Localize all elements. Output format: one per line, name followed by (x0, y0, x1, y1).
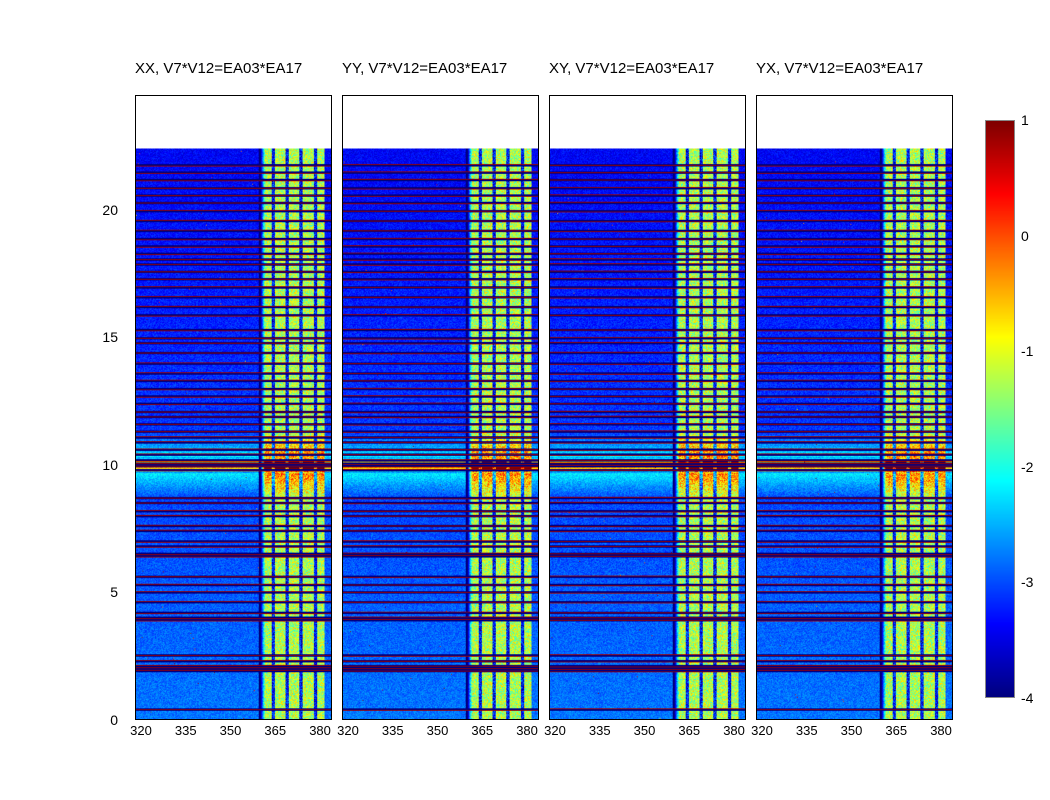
xtick-yx-335: 335 (796, 723, 818, 738)
xtick-yy-320: 320 (337, 723, 359, 738)
xtick-xx-365: 365 (264, 723, 286, 738)
colorbar-tick--4: -4 (1021, 690, 1033, 706)
xtick-xx-320: 320 (130, 723, 152, 738)
colorbar[interactable] (985, 120, 1015, 698)
waterfall-panel-xx[interactable] (135, 95, 332, 720)
panel-title-xy: XY, V7*V12=EA03*EA17 (549, 60, 714, 77)
colorbar-tick--2: -2 (1021, 459, 1033, 475)
ytick-10: 10 (88, 457, 118, 473)
xtick-xy-335: 335 (589, 723, 611, 738)
xtick-yx-320: 320 (751, 723, 773, 738)
colorbar-tick--1: -1 (1021, 343, 1033, 359)
ytick-20: 20 (88, 202, 118, 218)
xtick-yx-365: 365 (885, 723, 907, 738)
xtick-xy-320: 320 (544, 723, 566, 738)
waterfall-panel-yy[interactable] (342, 95, 539, 720)
xtick-xy-365: 365 (678, 723, 700, 738)
xtick-xx-380: 380 (309, 723, 331, 738)
waterfall-canvas-yx (757, 96, 952, 719)
xtick-yx-380: 380 (930, 723, 952, 738)
xtick-yx-350: 350 (841, 723, 863, 738)
panel-title-yx: YX, V7*V12=EA03*EA17 (756, 60, 923, 77)
ytick-5: 5 (88, 584, 118, 600)
waterfall-canvas-xx (136, 96, 331, 719)
ytick-15: 15 (88, 329, 118, 345)
xtick-yy-335: 335 (382, 723, 404, 738)
ytick-0: 0 (88, 712, 118, 728)
colorbar-tick--3: -3 (1021, 574, 1033, 590)
xtick-yy-365: 365 (471, 723, 493, 738)
panel-title-yy: YY, V7*V12=EA03*EA17 (342, 60, 507, 77)
xtick-xy-380: 380 (723, 723, 745, 738)
panel-title-xx: XX, V7*V12=EA03*EA17 (135, 60, 302, 77)
dynamic-spectrum-page: XX, V7*V12=EA03*EA17 320 335 350 365 380 0 5 10 1… (0, 0, 1050, 800)
waterfall-canvas-yy (343, 96, 538, 719)
colorbar-tick-1: 1 (1021, 112, 1029, 128)
xtick-xx-350: 350 (220, 723, 242, 738)
waterfall-panel-xy[interactable] (549, 95, 746, 720)
colorbar-tick-0: 0 (1021, 228, 1029, 244)
waterfall-panel-yx[interactable] (756, 95, 953, 720)
xtick-xx-335: 335 (175, 723, 197, 738)
xtick-xy-350: 350 (634, 723, 656, 738)
waterfall-canvas-xy (550, 96, 745, 719)
xtick-yy-380: 380 (516, 723, 538, 738)
xtick-yy-350: 350 (427, 723, 449, 738)
